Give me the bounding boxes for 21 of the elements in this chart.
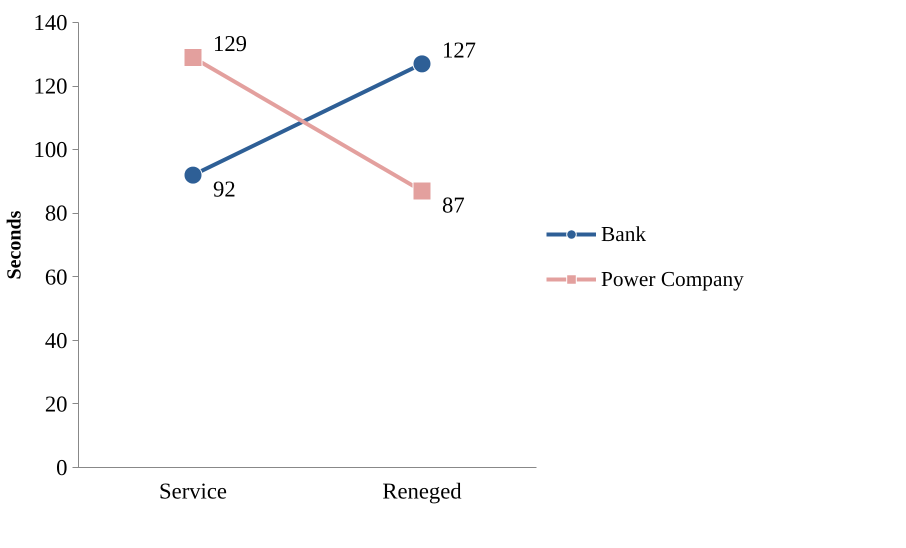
y-axis-title: Seconds [4,210,26,280]
data-label: 87 [442,192,465,218]
legend-label: Power Company [601,266,744,292]
point [412,54,432,74]
y-tick-label: 0 [56,455,68,480]
y-tick-label: 40 [44,328,68,353]
x-tick-label: Reneged [382,478,462,504]
data-label: 127 [442,37,476,62]
y-tick-label: 80 [44,200,68,226]
y-tick-label: 60 [44,264,68,290]
point [184,166,202,185]
point [184,48,202,67]
legend-label: Bank [601,222,646,246]
y-tick-label: 140 [34,10,68,35]
data-label: 129 [213,30,247,56]
y-tick-label: 20 [44,391,68,416]
y-tick-label: 100 [34,137,68,162]
point [412,181,432,200]
x-tick-label: Service [159,478,227,504]
data-label: 92 [213,176,236,202]
y-tick-label: 120 [34,74,68,99]
